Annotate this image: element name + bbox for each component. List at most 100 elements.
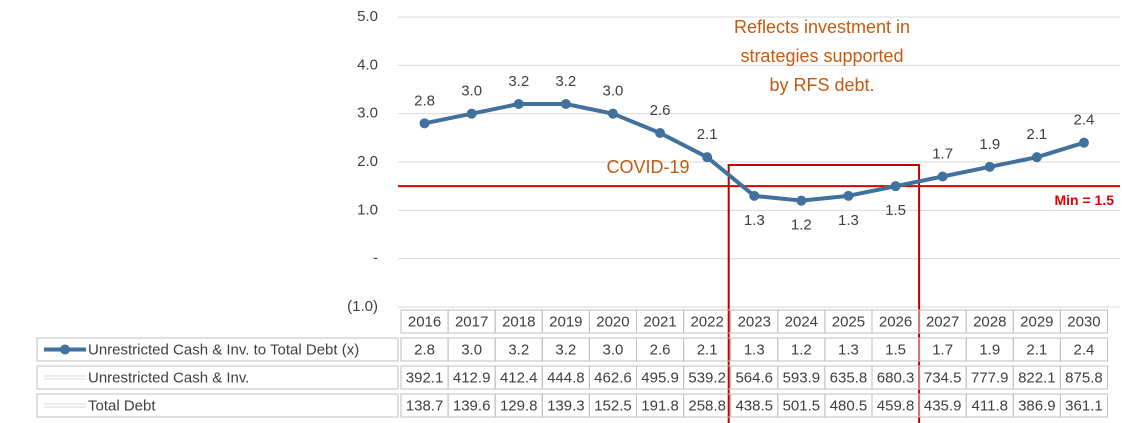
data-point xyxy=(1031,152,1042,163)
highlight-box xyxy=(727,164,921,423)
table-value: 129.8 xyxy=(500,397,538,414)
data-label: 3.0 xyxy=(603,83,624,100)
data-label: 1.5 xyxy=(885,202,906,219)
table-value: 635.8 xyxy=(830,369,868,386)
table-value: 1.2 xyxy=(791,341,812,358)
x-tick-label: 2027 xyxy=(926,313,959,330)
table-value: 412.9 xyxy=(453,369,491,386)
table-cell xyxy=(1059,393,1109,418)
table-value: 734.5 xyxy=(924,369,962,386)
table-value: 2.6 xyxy=(650,341,671,358)
data-label: 1.3 xyxy=(744,212,765,229)
table-value: 495.9 xyxy=(641,369,679,386)
table-value: 435.9 xyxy=(924,397,962,414)
data-point xyxy=(419,118,430,129)
x-tick-label: 2028 xyxy=(973,313,1006,330)
table-value: 462.6 xyxy=(594,369,632,386)
table-value: 680.3 xyxy=(877,369,915,386)
x-tick-label: 2021 xyxy=(643,313,676,330)
x-tick-label: 2026 xyxy=(879,313,912,330)
data-point xyxy=(749,190,760,201)
table-value: 258.8 xyxy=(688,397,726,414)
table-cell xyxy=(1059,337,1109,362)
table-value: 138.7 xyxy=(406,397,444,414)
x-tick-label: 2030 xyxy=(1067,313,1100,330)
table-value: 480.5 xyxy=(830,397,868,414)
data-label: 1.7 xyxy=(932,145,953,162)
note-annotation: strategies supported xyxy=(740,46,903,66)
data-point xyxy=(796,195,807,206)
table-value: 3.2 xyxy=(555,341,576,358)
table-value: 2.1 xyxy=(1026,341,1047,358)
legend-cell xyxy=(36,365,399,390)
x-tick-label: 2016 xyxy=(408,313,441,330)
table-value: 386.9 xyxy=(1018,397,1056,414)
y-tick-label: 5.0 xyxy=(357,8,378,25)
y-tick-label: 1.0 xyxy=(357,201,378,218)
table-value: 139.3 xyxy=(547,397,585,414)
x-tick-label: 2017 xyxy=(455,313,488,330)
table-cell xyxy=(1059,309,1109,334)
data-point xyxy=(655,128,666,138)
data-point xyxy=(984,161,995,172)
y-tick-label: (1.0) xyxy=(347,298,378,315)
data-label: 3.0 xyxy=(461,83,482,100)
data-point xyxy=(607,108,618,119)
table-value: 361.1 xyxy=(1065,397,1103,414)
data-label: 1.3 xyxy=(838,212,859,229)
note-annotation: Reflects investment in xyxy=(734,17,910,37)
table-value: 411.8 xyxy=(972,397,1008,414)
y-tick-label: - xyxy=(373,250,378,267)
x-tick-label: 2019 xyxy=(549,313,582,330)
table-value: 1.5 xyxy=(885,341,906,358)
table-value: 2.8 xyxy=(414,341,435,358)
table-value: 822.1 xyxy=(1018,369,1056,386)
table-value: 444.8 xyxy=(547,369,585,386)
table-value: 412.4 xyxy=(500,369,538,386)
x-tick-label: 2020 xyxy=(596,313,629,330)
data-label: 1.9 xyxy=(979,136,1000,153)
data-point xyxy=(937,171,948,182)
table-value: 438.5 xyxy=(735,397,773,414)
covid-annotation: COVID-19 xyxy=(606,157,689,177)
table-value: 875.8 xyxy=(1065,369,1103,386)
y-tick-label: 2.0 xyxy=(357,153,378,170)
data-label: 2.6 xyxy=(650,102,671,119)
data-label: 2.8 xyxy=(414,92,435,109)
data-label: 2.1 xyxy=(1026,126,1047,143)
table-value: 152.5 xyxy=(594,397,632,414)
data-point xyxy=(513,99,524,109)
table-cell xyxy=(1059,365,1109,390)
data-label: 3.2 xyxy=(508,73,529,90)
table-value: 3.0 xyxy=(603,341,624,358)
data-point xyxy=(702,152,713,163)
legend-cell xyxy=(36,393,399,418)
table-value: 459.8 xyxy=(877,397,915,414)
data-label: 2.1 xyxy=(697,126,718,143)
table-value: 777.9 xyxy=(971,369,1009,386)
legend-marker xyxy=(60,344,70,355)
x-tick-label: 2025 xyxy=(832,313,865,330)
data-point xyxy=(890,181,901,192)
table-value: 564.6 xyxy=(735,369,773,386)
legend-label: Unrestricted Cash & Inv. to Total Debt (… xyxy=(88,341,359,358)
x-tick-label: 2024 xyxy=(785,313,818,330)
table-value: 2.4 xyxy=(1074,341,1095,358)
table-value: 1.9 xyxy=(979,341,1000,358)
data-point xyxy=(560,99,571,109)
table-value: 539.2 xyxy=(688,369,726,386)
table-value: 139.6 xyxy=(453,397,491,414)
data-label: 3.2 xyxy=(555,73,576,90)
y-tick-label: 3.0 xyxy=(357,105,378,122)
legend-cell xyxy=(36,337,399,362)
table-value: 3.2 xyxy=(508,341,529,358)
table-value: 501.5 xyxy=(783,397,821,414)
table-value: 2.1 xyxy=(697,341,718,358)
legend-label: Total Debt xyxy=(88,397,156,414)
data-point xyxy=(843,190,854,201)
x-tick-label: 2018 xyxy=(502,313,535,330)
y-tick-label: 4.0 xyxy=(357,56,378,73)
table-value: 3.0 xyxy=(461,341,482,358)
